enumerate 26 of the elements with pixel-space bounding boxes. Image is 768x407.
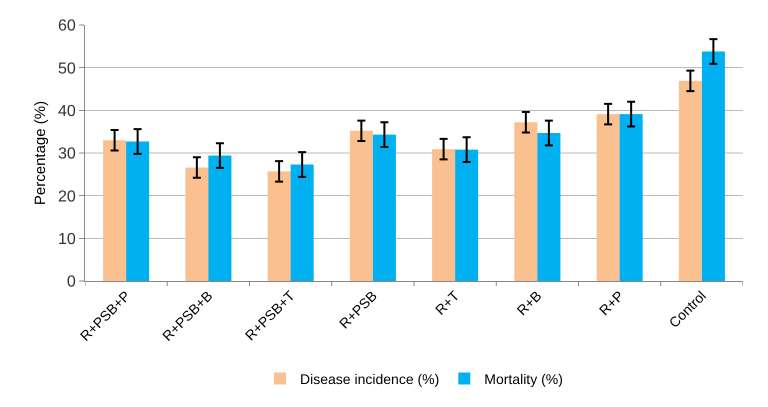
bar	[596, 114, 620, 281]
bar	[678, 80, 702, 281]
bar	[350, 130, 373, 281]
y-tick-label: 10	[58, 230, 76, 248]
y-tick-label: 50	[58, 60, 76, 78]
bar	[126, 141, 150, 281]
y-axis-title: Percentage (%)	[32, 100, 49, 206]
bar	[185, 168, 208, 281]
bar	[103, 140, 126, 281]
y-tick-label: 20	[58, 188, 76, 206]
legend-label: Disease incidence (%)	[300, 370, 440, 387]
bar	[268, 171, 291, 281]
bar	[432, 149, 456, 281]
legend-label: Mortality (%)	[484, 370, 563, 387]
y-tick-label: 60	[58, 18, 76, 35]
bar	[208, 156, 232, 281]
bar	[620, 114, 643, 281]
bar	[290, 164, 314, 281]
bar	[514, 122, 538, 281]
bar	[455, 150, 478, 281]
y-tick-label: 40	[58, 102, 76, 120]
bar	[537, 132, 560, 281]
bar	[702, 51, 725, 281]
y-tick-label: 0	[66, 274, 76, 291]
y-tick-label: 30	[58, 146, 76, 163]
bar	[372, 134, 396, 281]
